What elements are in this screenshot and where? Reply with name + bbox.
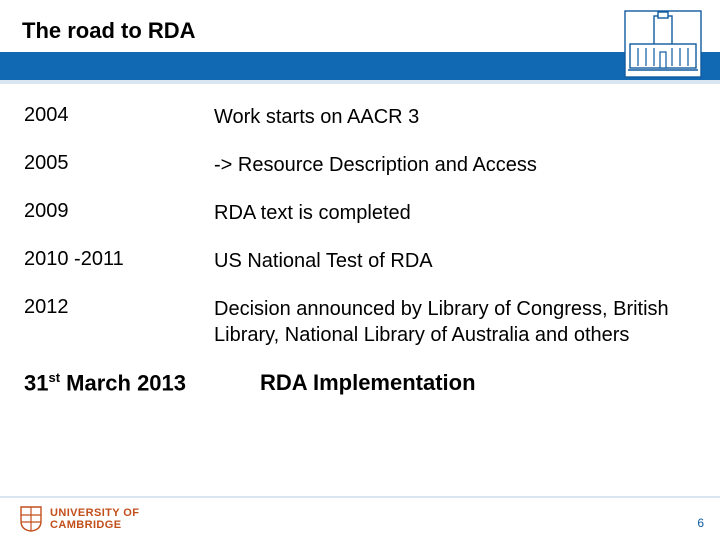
desc-cell: US National Test of RDA <box>214 248 696 274</box>
year-cell: 2009 <box>24 200 214 223</box>
shield-icon <box>20 506 42 532</box>
implementation-label: RDA Implementation <box>260 370 476 396</box>
page-number: 6 <box>697 516 704 530</box>
table-row: 2012 Decision announced by Library of Co… <box>24 296 696 348</box>
table-row: 2009 RDA text is completed <box>24 200 696 226</box>
university-text: UNIVERSITY OF CAMBRIDGE <box>50 507 139 531</box>
desc-cell: Decision announced by Library of Congres… <box>214 296 696 348</box>
table-row: 2004 Work starts on AACR 3 <box>24 104 696 130</box>
header-blue-bar <box>0 52 720 80</box>
impl-day: 31 <box>24 370 48 395</box>
slide-title: The road to RDA <box>22 18 196 44</box>
impl-rest: March 2013 <box>60 370 186 395</box>
timeline-table: 2004 Work starts on AACR 3 2005 -> Resou… <box>24 104 696 396</box>
building-logo-icon <box>624 10 702 78</box>
desc-cell: -> Resource Description and Access <box>214 152 696 178</box>
year-cell: 2010 -2011 <box>24 248 214 271</box>
table-row: 2005 -> Resource Description and Access <box>24 152 696 178</box>
uni-line2: CAMBRIDGE <box>50 519 139 531</box>
year-cell: 2004 <box>24 104 214 127</box>
implementation-date: 31st March 2013 <box>24 370 186 396</box>
header-underbar <box>0 80 720 84</box>
slide-footer: UNIVERSITY OF CAMBRIDGE 6 <box>0 496 720 540</box>
footer-divider <box>0 496 720 498</box>
implementation-row: 31st March 2013 RDA Implementation <box>24 370 696 396</box>
desc-cell: Work starts on AACR 3 <box>214 104 696 130</box>
year-cell: 2012 <box>24 296 214 319</box>
year-cell: 2005 <box>24 152 214 175</box>
desc-cell: RDA text is completed <box>214 200 696 226</box>
table-row: 2010 -2011 US National Test of RDA <box>24 248 696 274</box>
impl-ordinal: st <box>48 370 60 385</box>
uni-line1: UNIVERSITY OF <box>50 507 139 519</box>
university-logo: UNIVERSITY OF CAMBRIDGE <box>20 506 139 532</box>
slide-header: The road to RDA <box>0 0 720 82</box>
